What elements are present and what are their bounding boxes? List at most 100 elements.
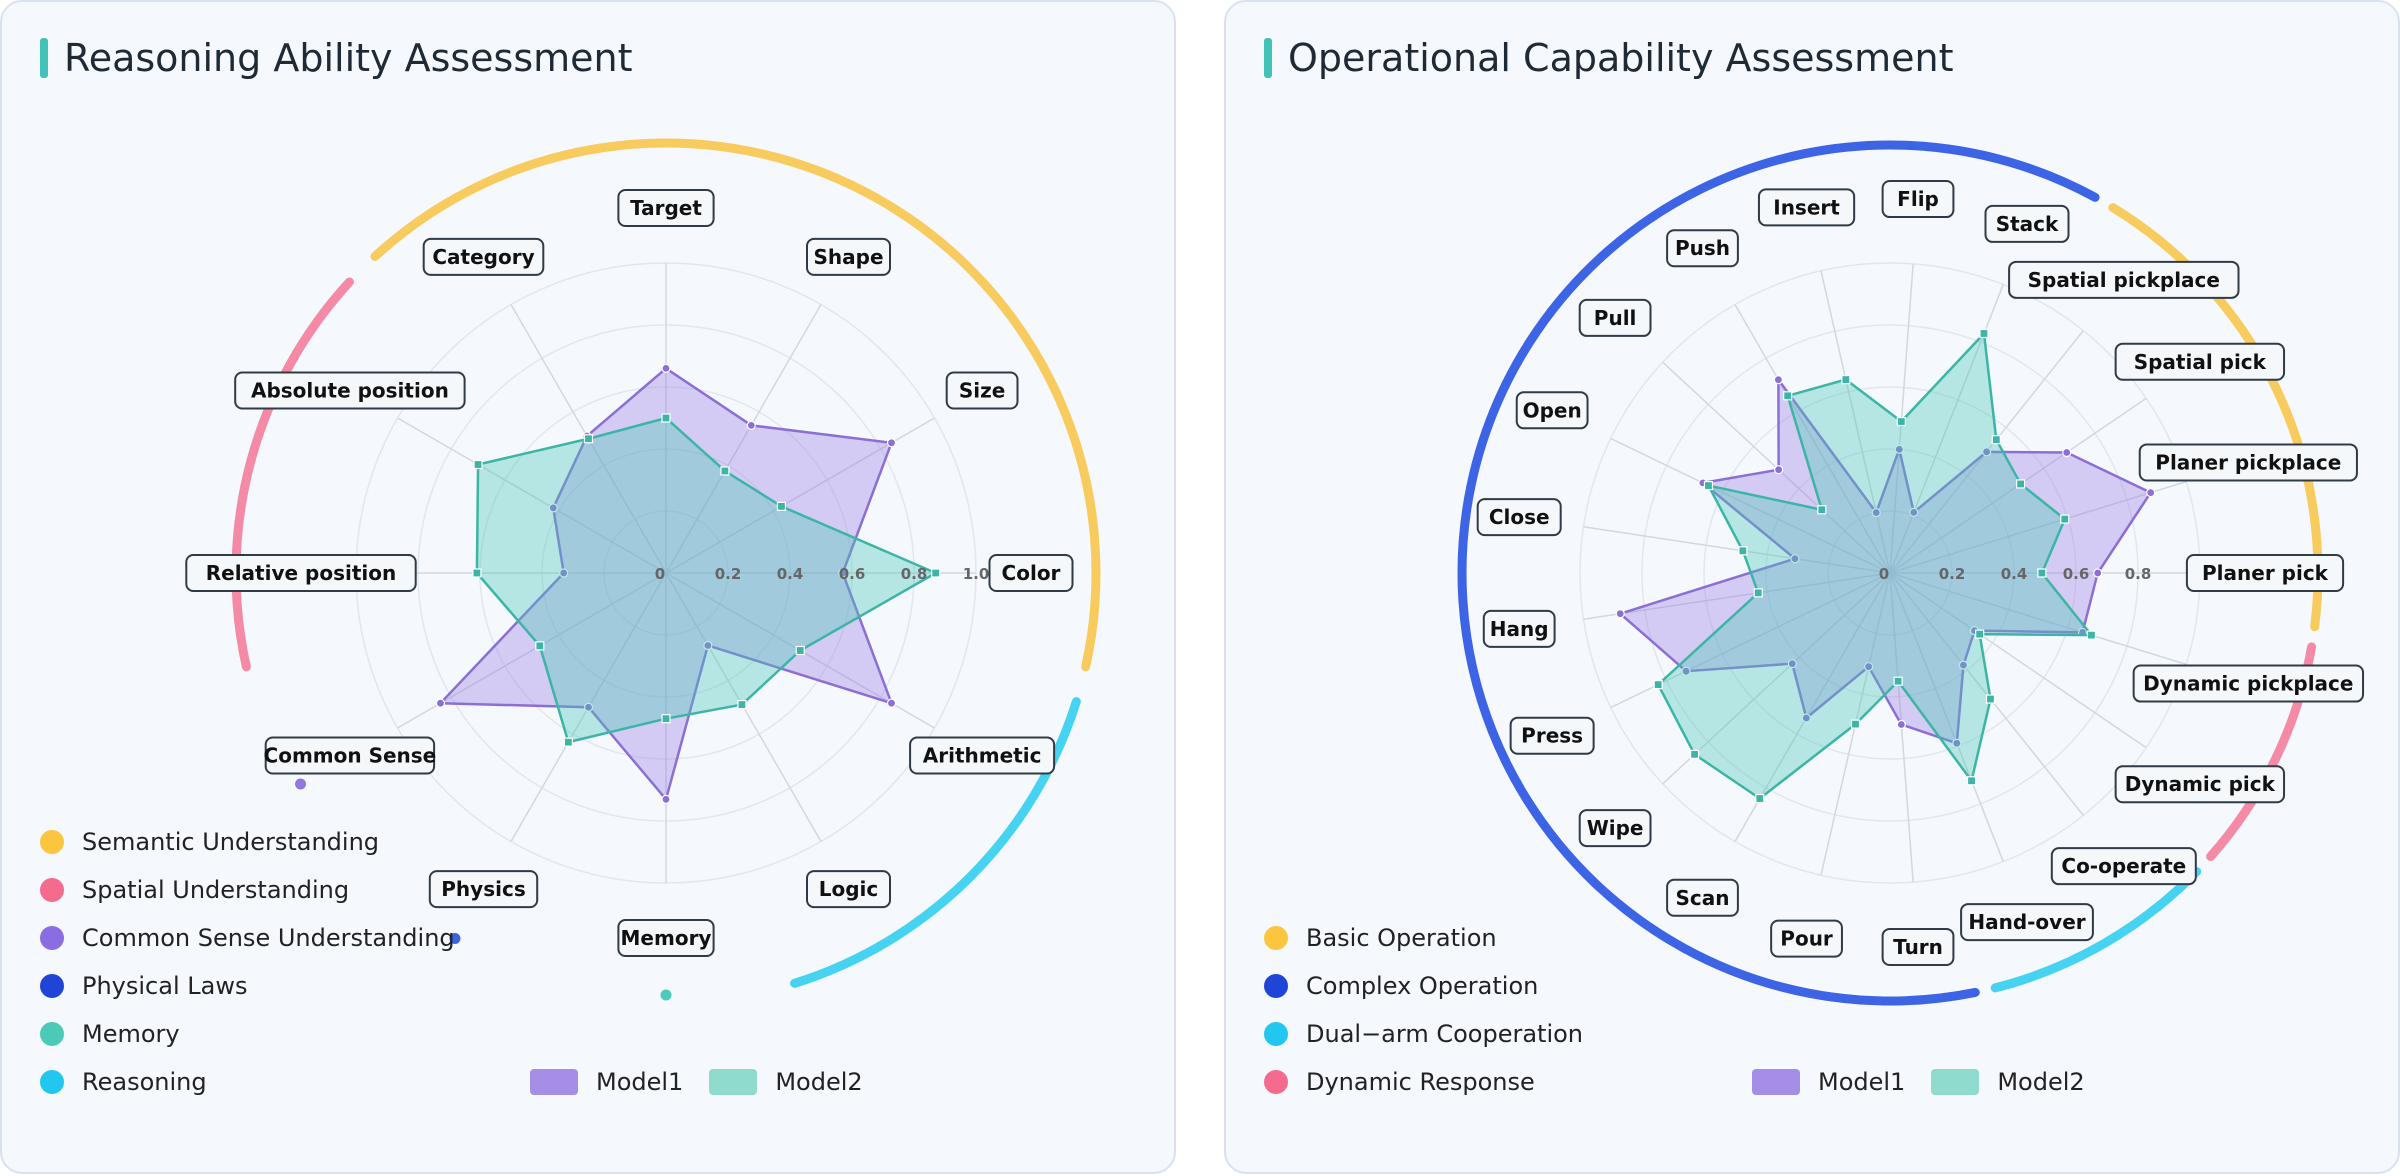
data-point-model1-hand-over	[1952, 738, 1962, 748]
axis-label-text: Flip	[1897, 187, 1939, 211]
axis-label-dynamic-pick: Dynamic pick	[2114, 765, 2286, 804]
axis-label-planer-pick: Planer pick	[2185, 554, 2345, 592]
axis-label-box	[2050, 847, 2197, 886]
model-legend-item-model2: Model2	[1931, 1068, 2085, 1096]
data-point-model1-common-sense	[435, 698, 446, 708]
model-legend-item-model1: Model1	[530, 1068, 683, 1096]
axis-label-memory: Memory	[617, 919, 715, 957]
axis-spoke-shape	[665, 304, 822, 574]
legend-label: Spatial Understanding	[82, 876, 350, 904]
axis-label-text: Pull	[1594, 306, 1637, 330]
axis-label-turn: Turn	[1881, 927, 1955, 966]
legend-dot	[40, 1022, 64, 1046]
category-marker-common-sense-understanding	[295, 778, 307, 790]
data-point-model1-arithmetic	[886, 698, 897, 708]
data-point-model2-pull	[1817, 505, 1827, 515]
data-point-model2-common-sense	[535, 641, 545, 651]
axis-label-box	[945, 371, 1019, 410]
axis-label-text: Physics	[441, 877, 525, 901]
category-marker-physical-laws	[449, 932, 461, 944]
model-label: Model1	[596, 1068, 684, 1096]
axis-label-box	[2132, 664, 2365, 703]
radar-grid	[355, 262, 977, 884]
data-point-model1-flip	[1894, 444, 1904, 454]
data-point-model2-size	[776, 501, 787, 511]
axis-label-text: Scan	[1676, 886, 1730, 910]
legend-dot	[1264, 1022, 1288, 1046]
reasoning-radar-chart: 0 0.2 0.4 0.6 0.8 1.0 Color Size Shape Target Cate…	[185, 138, 1101, 1001]
legend-label: Dynamic Response	[1306, 1068, 1535, 1096]
axis-label-box	[909, 736, 1056, 775]
axis-spoke-push	[1734, 304, 1891, 574]
axis-label-box	[2008, 260, 2240, 299]
axis-label-text: Planer pickplace	[2155, 450, 2341, 474]
data-point-model2-memory	[661, 714, 671, 724]
axis-spoke-absolute-position	[397, 417, 667, 574]
data-point-model1-relative-position	[559, 568, 569, 578]
axis-label-text: Turn	[1893, 935, 1943, 959]
data-point-model2-shape	[720, 466, 730, 476]
axis-label-box	[1476, 498, 1562, 537]
radial-tick-label: 0.2	[715, 565, 742, 583]
data-point-model2-hang	[1753, 588, 1763, 598]
legend-label: Reasoning	[82, 1068, 207, 1096]
data-point-model2-logic	[737, 699, 747, 710]
category-legend: Basic Operation Complex Operation Dual−a…	[1264, 914, 1583, 1106]
model-swatch	[709, 1069, 758, 1095]
data-point-model2-planer-pickplace	[2060, 514, 2070, 524]
axis-label-text: Press	[1521, 724, 1583, 748]
axis-label-box	[617, 189, 715, 227]
axis-label-text: Spatial pick	[2134, 350, 2267, 374]
data-point-model1-spatial-pickplace	[1982, 447, 1992, 457]
data-point-model2-spatial-pick	[2016, 479, 2026, 489]
axis-label-hang: Hang	[1482, 609, 1556, 648]
series-area-model1	[1618, 378, 2152, 745]
axis-label-box	[1881, 180, 1955, 219]
radial-tick-label: 0	[1879, 565, 1889, 583]
axis-label-text: Category	[432, 245, 534, 269]
axis-label-flip: Flip	[1881, 180, 1955, 219]
axis-label-text: Push	[1675, 236, 1730, 260]
axis-label-text: Logic	[819, 877, 879, 901]
panel-title: Reasoning Ability Assessment	[40, 36, 633, 80]
axis-label-text: Planer pick	[2202, 561, 2329, 585]
data-point-model1-scan	[1801, 713, 1811, 723]
axis-spoke-hang	[1583, 572, 1891, 620]
axis-labels: Planer pick Planer pickplace Spatial pick S…	[1476, 180, 2365, 966]
axis-label-text: Target	[630, 196, 702, 220]
axis-label-box	[1881, 927, 1955, 966]
axis-label-box	[988, 554, 1074, 592]
axis-label-co-operate: Co-operate	[2050, 847, 2197, 886]
category-arc-reasoning	[790, 697, 1081, 988]
axis-spoke-dynamic-pickplace	[1889, 572, 2187, 666]
axis-label-relative-position: Relative position	[185, 554, 417, 592]
axis-label-box	[1984, 204, 2070, 243]
axis-label-box	[264, 736, 436, 775]
axis-label-text: Common Sense	[264, 744, 437, 768]
legend-dot	[1264, 974, 1288, 998]
axis-label-box	[806, 237, 891, 276]
data-point-model1-insert	[1871, 507, 1881, 518]
axis-label-category: Category	[422, 237, 545, 276]
data-point-model2-stack	[1979, 328, 1989, 339]
legend-item-spatial-understanding: Spatial Understanding	[40, 866, 455, 914]
data-point-model2-push	[1783, 391, 1793, 401]
axis-label-dynamic-pickplace: Dynamic pickplace	[2132, 664, 2365, 703]
axis-label-box	[1482, 609, 1556, 648]
data-point-model2-hand-over	[1966, 776, 1977, 786]
axis-label-text: Memory	[621, 926, 712, 950]
data-point-model2-flip	[1896, 416, 1906, 427]
axis-label-color: Color	[988, 554, 1074, 592]
data-point-model2-physics	[563, 737, 573, 747]
axis-label-logic: Logic	[806, 870, 891, 909]
radial-ticks: 00.20.40.60.81.0	[1879, 565, 2214, 583]
legend-dot	[40, 1070, 64, 1094]
data-point-model2-category	[583, 434, 594, 444]
title-accent-bar	[40, 38, 48, 78]
axis-label-physics: Physics	[428, 870, 539, 909]
axis-label-text: Pour	[1780, 927, 1833, 951]
axis-label-box	[2114, 765, 2286, 804]
axis-label-push: Push	[1666, 229, 1739, 268]
data-point-model1-target	[661, 363, 671, 373]
